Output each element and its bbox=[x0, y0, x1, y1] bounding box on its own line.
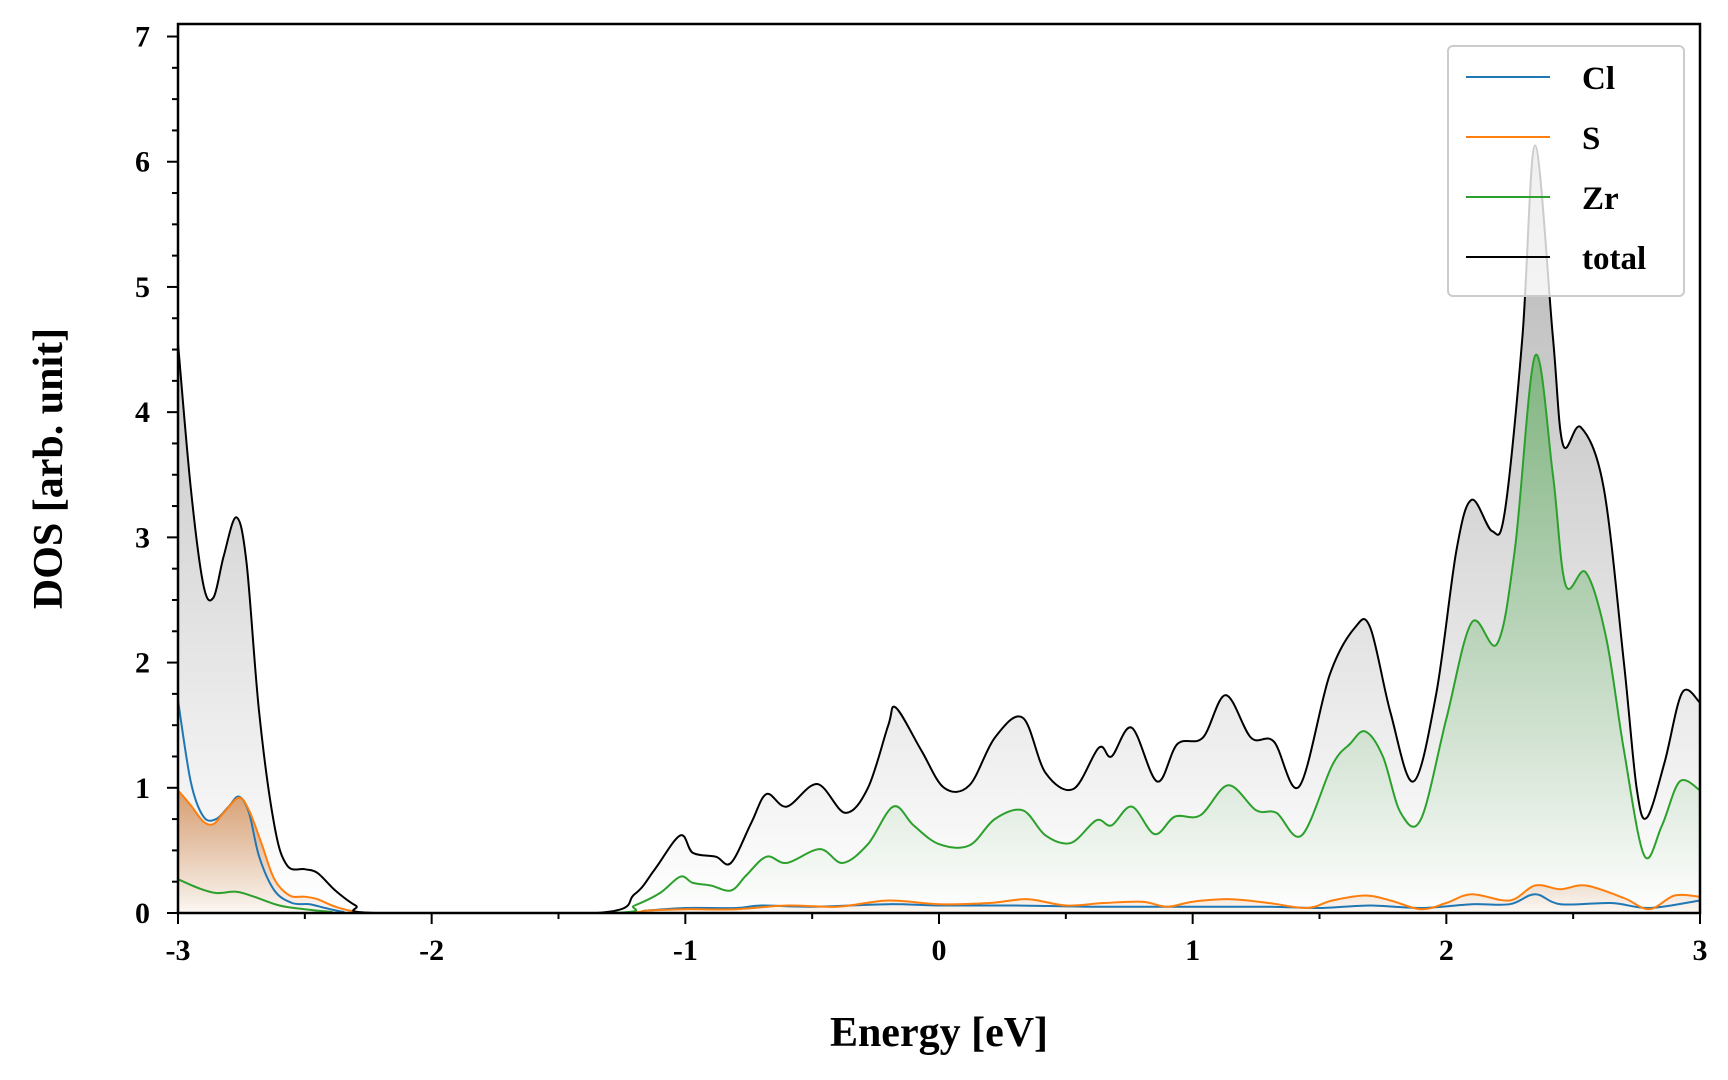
y-tick-label: 4 bbox=[135, 396, 150, 429]
series-line-s bbox=[177, 789, 1701, 914]
legend-label-zr: Zr bbox=[1582, 181, 1619, 217]
y-tick-label: 1 bbox=[135, 772, 150, 805]
x-axis-title: Energy [eV] bbox=[830, 1010, 1048, 1056]
legend-label-total: total bbox=[1582, 241, 1646, 277]
series-line-cl bbox=[177, 699, 1701, 914]
x-tick-label: 3 bbox=[1693, 934, 1708, 967]
x-tick-label: -3 bbox=[166, 934, 191, 967]
legend-label-cl: Cl bbox=[1582, 61, 1615, 97]
area-fill-zr bbox=[178, 354, 1700, 913]
x-tick-label: 1 bbox=[1185, 934, 1200, 967]
x-axis: -3 -2 -1 0 1 2 3 bbox=[166, 913, 1708, 967]
y-tick-label: 5 bbox=[135, 271, 150, 304]
y-axis: 0 1 2 3 4 5 6 7 bbox=[135, 21, 178, 930]
y-axis-title: DOS [arb. unit] bbox=[26, 328, 72, 609]
legend-label-s: S bbox=[1582, 121, 1600, 157]
area-fill-total bbox=[178, 145, 1700, 913]
y-tick-label: 0 bbox=[135, 897, 150, 930]
y-tick-label: 6 bbox=[135, 146, 150, 179]
y-tick-label: 7 bbox=[135, 21, 150, 54]
series-line-zr bbox=[177, 353, 1701, 914]
y-tick-label: 3 bbox=[135, 521, 150, 554]
x-tick-label: -1 bbox=[673, 934, 698, 967]
x-tick-label: -2 bbox=[419, 934, 444, 967]
legend: Cl S Zr total bbox=[1447, 45, 1685, 297]
x-tick-label: 0 bbox=[932, 934, 947, 967]
legend-box bbox=[1447, 45, 1685, 297]
y-tick-label: 2 bbox=[135, 647, 150, 680]
x-tick-label: 2 bbox=[1439, 934, 1454, 967]
